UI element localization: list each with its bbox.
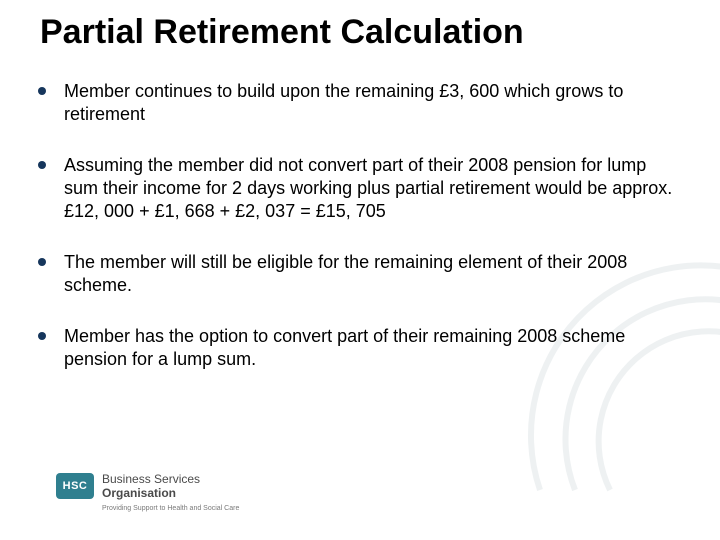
list-item: Member continues to build upon the remai… [38,80,680,126]
logo-tagline: Providing Support to Health and Social C… [102,505,239,512]
slide: Partial Retirement Calculation Member co… [0,0,720,540]
logo-text-block: Business Services Organisation Providing… [102,473,239,512]
bullet-text: Member has the option to convert part of… [64,325,680,371]
logo-badge: HSC [56,473,94,499]
bullet-list: Member continues to build upon the remai… [38,80,680,399]
list-item: Assuming the member did not convert part… [38,154,680,223]
logo-line1: Business Services [102,473,239,487]
logo-badge-text: HSC [63,480,88,492]
list-item: Member has the option to convert part of… [38,325,680,371]
bullet-icon [38,87,46,95]
bullet-text: The member will still be eligible for th… [64,251,680,297]
footer-logo: HSC Business Services Organisation Provi… [56,473,239,512]
logo-line2: Organisation [102,487,239,501]
bullet-icon [38,258,46,266]
bullet-icon [38,332,46,340]
bullet-text: Assuming the member did not convert part… [64,154,680,223]
bullet-text: Member continues to build upon the remai… [64,80,680,126]
slide-title: Partial Retirement Calculation [40,14,690,51]
list-item: The member will still be eligible for th… [38,251,680,297]
bullet-icon [38,161,46,169]
